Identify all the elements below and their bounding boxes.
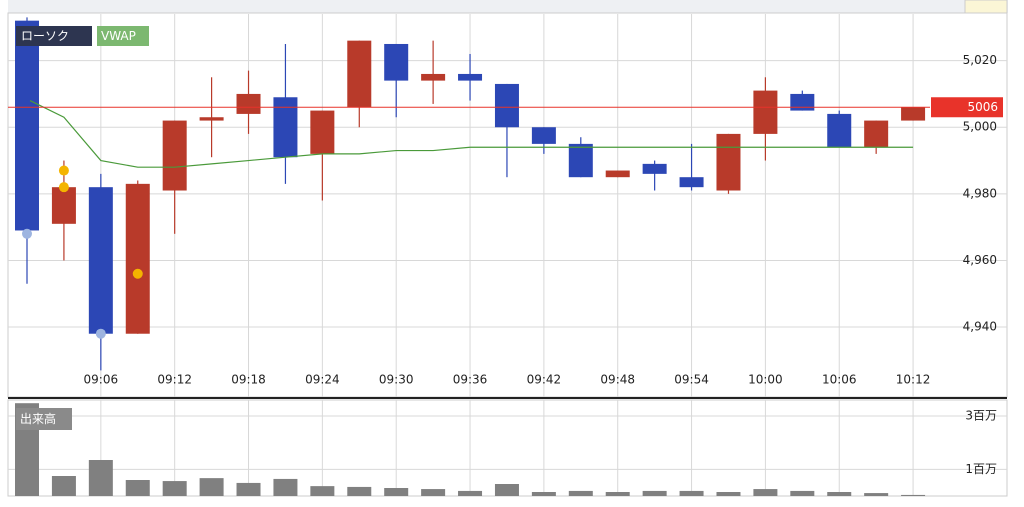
y-tick-label: 1百万: [965, 462, 997, 476]
volume-bar: [642, 490, 667, 496]
volume-bar: [790, 490, 815, 496]
volume-bar: [88, 460, 113, 496]
legend-label: ローソク: [21, 29, 69, 43]
volume-bar: [901, 494, 926, 496]
volume-bar: [605, 492, 630, 496]
labels: 09:06 09:12 09:18 09:24 09:30 09:36 09:42 09:48…: [16, 26, 998, 476]
volume-bar: [864, 493, 889, 496]
volume-bar: [51, 476, 76, 496]
volume-bar: [162, 481, 187, 496]
candle-body: [864, 120, 889, 148]
volume-bar: [273, 478, 298, 496]
volume-bar: [568, 490, 593, 496]
candle-body: [236, 93, 261, 114]
volume-bar: [679, 490, 704, 496]
marks: [8, 17, 1003, 496]
x-tick-label: 10:12: [896, 373, 931, 387]
x-tick-label: 09:30: [379, 373, 414, 387]
x-tick-label: 09:42: [527, 373, 562, 387]
candle-body: [642, 163, 667, 174]
x-tick-label: 09:06: [84, 373, 119, 387]
candle-body: [15, 20, 39, 231]
x-tick-label: 09:48: [600, 373, 635, 387]
legend-box: [16, 26, 92, 46]
legend-label: 出来高: [20, 411, 56, 426]
price-panel: [7, 12, 1008, 398]
volume-panel: [7, 399, 1008, 497]
x-tick-label: 09:36: [453, 373, 488, 387]
last-price-label: 5006: [967, 100, 998, 114]
candle-body: [88, 187, 113, 334]
x-tick-label: 10:00: [748, 373, 783, 387]
candle-body: [51, 187, 76, 224]
volume-bar: [458, 490, 483, 496]
candle-body: [531, 127, 556, 144]
x-tick-label: 10:06: [822, 373, 857, 387]
x-tick-label: 09:24: [305, 373, 340, 387]
trade-marker: [95, 328, 106, 339]
legend-label: VWAP: [101, 29, 136, 43]
candle-body: [494, 83, 519, 128]
candle-body: [458, 73, 483, 81]
volume-bar: [827, 492, 852, 496]
candle-body: [273, 97, 298, 158]
y-tick-label: 4,940: [963, 320, 997, 334]
y-tick-label: 5,000: [963, 120, 997, 134]
trade-marker: [22, 228, 32, 239]
candle-body: [162, 120, 187, 191]
candle-body: [753, 90, 778, 134]
candle-body: [421, 73, 446, 81]
candle-body: [310, 110, 335, 154]
y-tick-label: 4,960: [963, 253, 997, 267]
navigator-handle: [964, 0, 1008, 14]
candle-body: [827, 113, 852, 148]
vwap-line: [29, 100, 914, 168]
legend-box: [97, 26, 149, 46]
candle-body: [125, 183, 150, 334]
x-tick-label: 09:18: [231, 373, 266, 387]
x-tick-label: 09:12: [157, 373, 192, 387]
candle-body: [790, 93, 815, 111]
candle-body: [347, 40, 372, 108]
navigator-strip: [8, 0, 1008, 13]
trade-marker: [132, 268, 143, 279]
candle-body: [568, 143, 593, 178]
candle-body: [199, 117, 224, 121]
volume-bar: [753, 489, 778, 496]
candle-body: [716, 133, 741, 191]
candle-body: [679, 177, 704, 188]
volume-bar: [310, 486, 335, 496]
last-price-box: [931, 97, 1003, 118]
legend-box: [16, 408, 72, 430]
trade-marker: [58, 182, 69, 193]
candle-body: [901, 107, 926, 121]
candle-body: [384, 43, 409, 81]
volume-bar: [236, 482, 261, 496]
volume-bar: [347, 486, 372, 496]
volume-bar: [199, 478, 224, 496]
volume-bar: [384, 488, 409, 496]
y-tick-label: 4,980: [963, 186, 997, 200]
volume-bar: [531, 492, 556, 496]
y-tick-label: 5,020: [963, 53, 997, 67]
volume-bar: [716, 492, 741, 496]
volume-bar: [494, 484, 519, 496]
volume-bar: [421, 489, 446, 496]
trade-marker: [58, 165, 69, 176]
candle-body: [605, 170, 630, 178]
volume-bar: [125, 480, 150, 496]
y-tick-label: 3百万: [965, 409, 997, 423]
x-tick-label: 09:54: [674, 373, 709, 387]
